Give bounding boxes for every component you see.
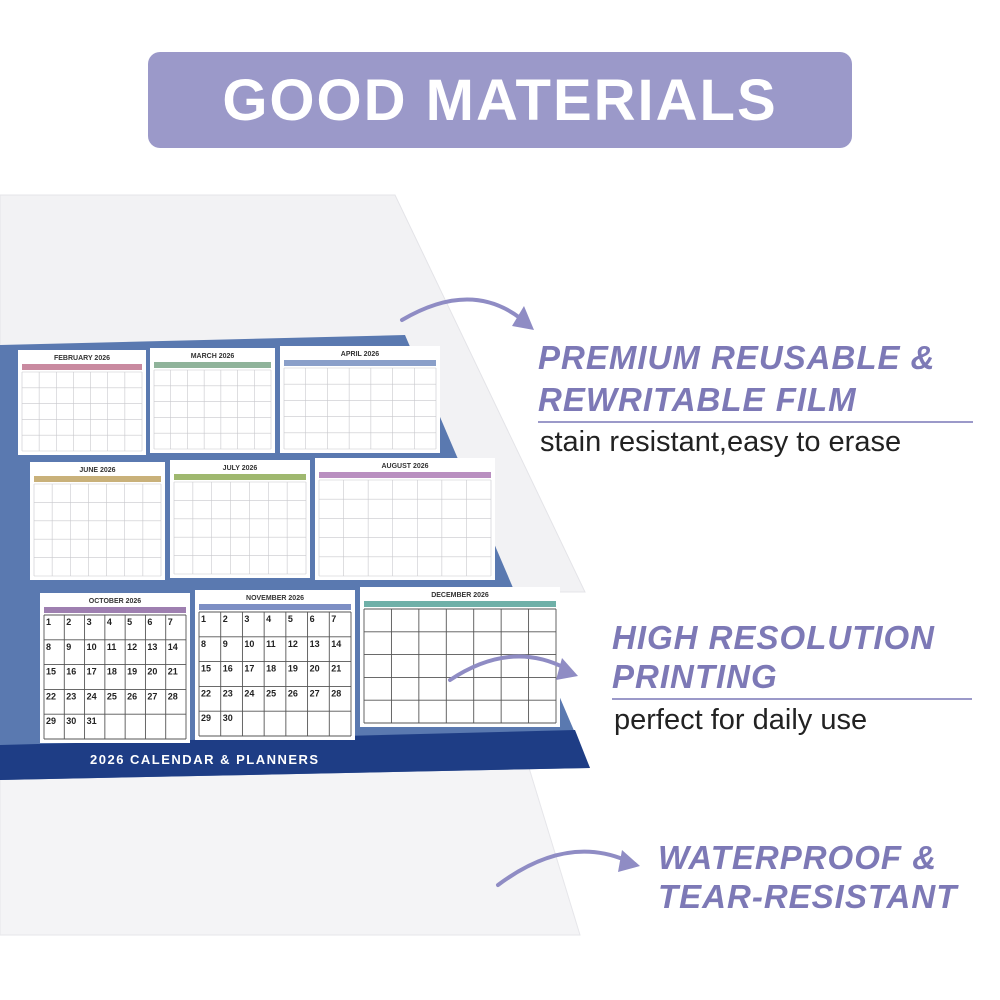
month-panel: JUNE 2026 [30, 462, 165, 580]
day-number: 16 [66, 667, 76, 677]
feature-2-subtitle: perfect for daily use [614, 704, 868, 736]
day-number: 28 [331, 688, 341, 698]
feature-2-title-line2: PRINTING [612, 658, 778, 695]
day-number: 6 [310, 614, 315, 624]
day-number: 3 [244, 614, 249, 624]
day-number: 5 [127, 617, 132, 627]
day-number: 29 [46, 716, 56, 726]
feature-1-title-line1: PREMIUM REUSABLE & [538, 339, 936, 376]
day-number: 26 [288, 688, 298, 698]
day-number: 12 [127, 642, 137, 652]
day-number: 2 [66, 617, 71, 627]
day-number: 17 [244, 664, 254, 674]
day-number: 9 [66, 642, 71, 652]
calendar-row-top: FEBRUARY 2026 MARCH 2026 APRIL 2026 [18, 346, 440, 455]
day-number: 5 [288, 614, 293, 624]
day-number: 27 [310, 688, 320, 698]
month-panel: JULY 2026 [170, 460, 310, 578]
feature-1-subtitle: stain resistant,easy to erase [540, 426, 902, 458]
month-title: JULY 2026 [223, 465, 258, 472]
day-number: 15 [46, 667, 56, 677]
day-number: 8 [201, 639, 206, 649]
day-number: 17 [87, 667, 97, 677]
day-number: 11 [107, 642, 117, 652]
day-number: 7 [168, 617, 173, 627]
day-number: 26 [127, 691, 137, 701]
day-number: 18 [107, 667, 117, 677]
day-number: 15 [201, 664, 211, 674]
day-number: 14 [331, 639, 341, 649]
day-number: 23 [66, 691, 76, 701]
day-number: 31 [87, 716, 97, 726]
day-number: 4 [107, 617, 112, 627]
day-number: 7 [331, 614, 336, 624]
day-number: 1 [201, 614, 206, 624]
day-number: 10 [87, 642, 97, 652]
month-title: MARCH 2026 [191, 353, 235, 360]
month-title: APRIL 2026 [341, 351, 379, 358]
day-number: 4 [266, 614, 271, 624]
day-number: 10 [244, 639, 254, 649]
title-text: GOOD MATERIALS [222, 67, 778, 133]
day-number: 30 [66, 716, 76, 726]
day-number: 22 [46, 691, 56, 701]
day-number: 20 [310, 664, 320, 674]
month-panel: APRIL 2026 [280, 346, 440, 453]
calendar-poster: 2026 CALENDAR & PLANNERS FEBRUARY 2026 MA… [0, 335, 590, 780]
day-number: 11 [266, 639, 276, 649]
day-number: 18 [266, 664, 276, 674]
day-number: 29 [201, 713, 211, 723]
feature-3-title-line2: TEAR-RESISTANT [658, 878, 958, 915]
arrow-icon [448, 654, 578, 682]
day-number: 14 [168, 642, 178, 652]
month-title: OCTOBER 2026 [89, 598, 141, 605]
day-number: 19 [288, 664, 298, 674]
day-number: 16 [223, 664, 233, 674]
day-number: 19 [127, 667, 137, 677]
day-number: 27 [147, 691, 157, 701]
day-number: 25 [266, 688, 276, 698]
day-number: 22 [201, 688, 211, 698]
month-title: FEBRUARY 2026 [54, 355, 110, 362]
day-number: 12 [288, 639, 298, 649]
calendar-footer-text: 2026 CALENDAR & PLANNERS [90, 752, 320, 767]
feature-1-title-line2: REWRITABLE FILM [538, 381, 857, 418]
day-number: 6 [147, 617, 152, 627]
day-number: 21 [331, 664, 341, 674]
day-number: 9 [223, 639, 228, 649]
day-number: 20 [147, 667, 157, 677]
feature-2-divider [612, 698, 972, 700]
feature-1-divider [538, 421, 973, 423]
arrow-icon [400, 297, 534, 330]
day-number: 21 [168, 667, 178, 677]
day-number: 8 [46, 642, 51, 652]
feature-2-title-line1: HIGH RESOLUTION [612, 619, 936, 656]
day-number: 30 [223, 713, 233, 723]
day-number: 23 [223, 688, 233, 698]
calendar-row-middle: JUNE 2026 JULY 2026 AUGUST 2026 [30, 458, 495, 580]
feature-3-title-line1: WATERPROOF & [658, 839, 938, 876]
day-number: 24 [244, 688, 254, 698]
day-number: 1 [46, 617, 51, 627]
day-number: 3 [87, 617, 92, 627]
month-title: NOVEMBER 2026 [246, 595, 304, 602]
arrow-icon [496, 849, 640, 887]
title-banner: GOOD MATERIALS [148, 52, 852, 148]
month-panel: AUGUST 2026 [315, 458, 495, 580]
day-number: 25 [107, 691, 117, 701]
month-title: JUNE 2026 [79, 467, 115, 474]
month-panel: FEBRUARY 2026 [18, 350, 146, 455]
day-number: 2 [223, 614, 228, 624]
day-number: 28 [168, 691, 178, 701]
day-number: 24 [87, 691, 97, 701]
day-number: 13 [310, 639, 320, 649]
month-panel: MARCH 2026 [150, 348, 275, 453]
day-number: 13 [147, 642, 157, 652]
month-title: DECEMBER 2026 [431, 592, 489, 599]
month-title: AUGUST 2026 [381, 463, 428, 470]
